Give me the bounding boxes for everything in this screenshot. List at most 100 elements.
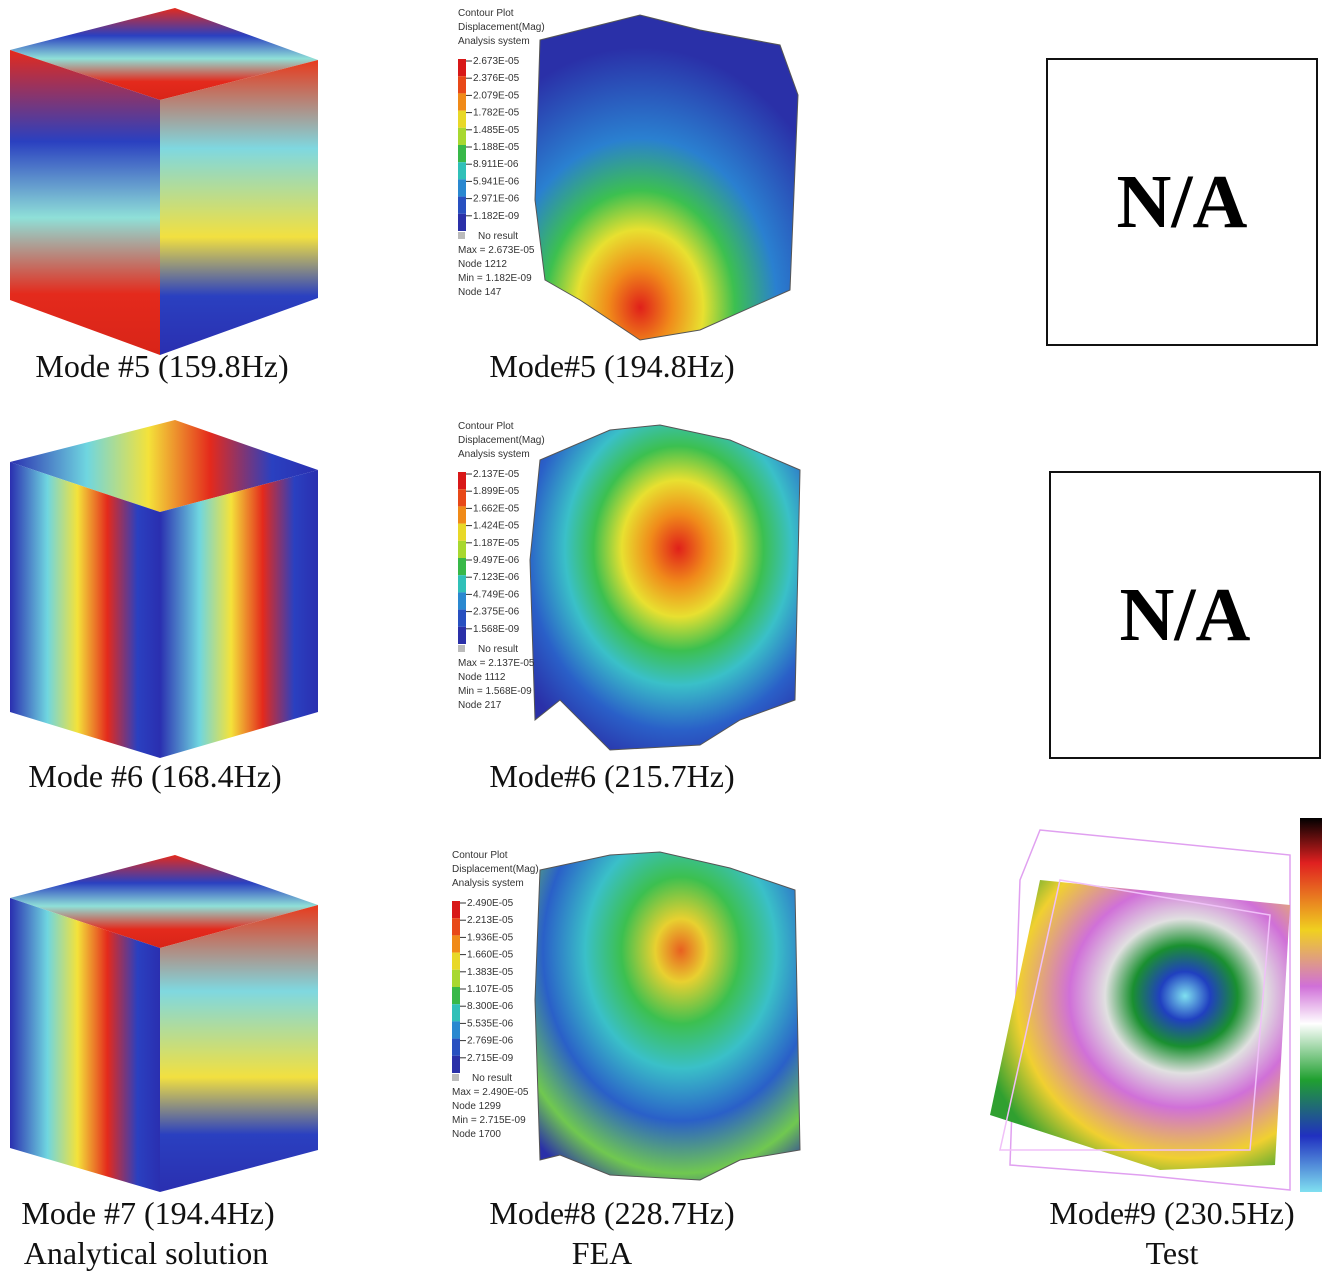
legend-swatch [458, 524, 466, 541]
legend-stat: Node 147 [458, 287, 502, 298]
legend-header: Analysis system [458, 449, 530, 460]
figure: Contour Plot Displacement(Mag) Analysis sy… [0, 0, 1324, 1274]
caption: Mode #7 (194.4Hz) [21, 1195, 274, 1232]
legend-level: 1.187E-05 [473, 538, 520, 549]
legend-level: 9.497E-06 [473, 555, 520, 566]
legend-level: 1.383E-05 [467, 967, 514, 978]
legend-stat: Min = 1.182E-09 [458, 273, 532, 284]
legend-level: 1.107E-05 [467, 984, 514, 995]
legend-level: 1.182E-09 [473, 211, 520, 222]
legend-swatch [458, 541, 466, 558]
legend-level: 1.660E-05 [467, 950, 514, 961]
legend-level: 2.673E-05 [473, 56, 520, 67]
legend-level: 2.375E-06 [473, 607, 520, 618]
legend-stat: Node 1112 [458, 672, 506, 683]
legend-level: 1.936E-05 [467, 932, 514, 943]
legend-swatch [452, 953, 460, 970]
legend-level: 2.715E-09 [467, 1053, 514, 1064]
legend-swatch [452, 935, 460, 952]
legend-swatch [458, 179, 466, 196]
legend-level: 5.941E-06 [473, 176, 520, 187]
legend-header: Analysis system [452, 878, 524, 889]
legend-level: 1.782E-05 [473, 108, 520, 119]
legend-stat: Min = 2.715E-09 [452, 1115, 526, 1126]
legend-level: 1.424E-05 [473, 521, 520, 532]
cube-mode7 [10, 855, 318, 1192]
legend-swatch [452, 1004, 460, 1021]
legend-swatch [458, 489, 466, 506]
legend-header: Contour Plot [458, 421, 514, 432]
legend-swatch [458, 59, 466, 76]
caption: Mode#6 (215.7Hz) [489, 758, 734, 795]
legend-stat: Max = 2.137E-05 [458, 658, 535, 669]
legend-header: Analysis system [458, 36, 530, 47]
legend-swatch [458, 627, 466, 644]
no-result: No result [472, 1073, 512, 1084]
legend-stat: Node 1700 [452, 1129, 501, 1140]
legend-level: 2.971E-06 [473, 194, 520, 205]
legend-swatch [458, 575, 466, 592]
legend-swatch [452, 1056, 460, 1073]
caption: Mode#5 (194.8Hz) [489, 348, 734, 385]
fea-shape [535, 852, 800, 1180]
legend-swatch [452, 918, 460, 935]
legend-level: 1.485E-05 [473, 125, 520, 136]
legend-level: 8.300E-06 [467, 1001, 514, 1012]
legend-stat: Max = 2.673E-05 [458, 245, 535, 256]
legend-header: Displacement(Mag) [458, 22, 545, 33]
legend-stat: Node 217 [458, 700, 502, 711]
legend-swatch [458, 592, 466, 609]
legend-level: 1.899E-05 [473, 486, 520, 497]
column-label: FEA [572, 1235, 632, 1272]
caption: Mode#8 (228.7Hz) [489, 1195, 734, 1232]
legend-stat: Node 1212 [458, 259, 507, 270]
legend-swatch [458, 197, 466, 214]
na-box: N/A [1049, 471, 1321, 759]
caption: Mode #6 (168.4Hz) [28, 758, 281, 795]
legend-swatch [458, 145, 466, 162]
legend-stat: Min = 1.568E-09 [458, 686, 532, 697]
legend-swatch [458, 128, 466, 145]
legend-swatch [458, 645, 465, 652]
legend-swatch [458, 506, 466, 523]
legend-level: 2.376E-05 [473, 73, 520, 84]
cube-mode5 [10, 8, 318, 355]
legend-level: 1.568E-09 [473, 624, 520, 635]
legend-swatch [458, 558, 466, 575]
legend-header: Contour Plot [452, 850, 508, 861]
legend-stat: Node 1299 [452, 1101, 501, 1112]
no-result: No result [478, 644, 518, 655]
legend-swatch [452, 1039, 460, 1056]
legend-level: 2.490E-05 [467, 898, 514, 909]
fea-shape [530, 425, 800, 750]
column-label: Analytical solution [24, 1235, 268, 1272]
legend-header: Contour Plot [458, 8, 514, 19]
legend-swatch [452, 1074, 459, 1081]
legend-swatch [458, 214, 466, 231]
legend-swatch [452, 1021, 460, 1038]
legend-swatch [458, 111, 466, 128]
legend-header: Displacement(Mag) [452, 864, 539, 875]
legend-swatch [452, 987, 460, 1004]
column-label: Test [1146, 1235, 1199, 1272]
legend-level: 2.769E-06 [467, 1036, 514, 1047]
legend-level: 2.079E-05 [473, 90, 520, 101]
legend-swatch [458, 93, 466, 110]
legend-swatch [458, 232, 465, 239]
legend-level: 5.535E-06 [467, 1018, 514, 1029]
test-plot [990, 818, 1322, 1192]
cube-mode6 [10, 420, 318, 758]
legend-swatch [452, 970, 460, 987]
legend-stat: Max = 2.490E-05 [452, 1087, 529, 1098]
legend-level: 1.188E-05 [473, 142, 520, 153]
legend-swatch [458, 610, 466, 627]
legend-swatch [452, 901, 460, 918]
caption: Mode #5 (159.8Hz) [35, 348, 288, 385]
na-box: N/A [1046, 58, 1318, 346]
legend-swatch [458, 472, 466, 489]
legend-level: 2.137E-05 [473, 469, 520, 480]
fea-shape [535, 15, 798, 340]
legend-level: 7.123E-06 [473, 572, 520, 583]
legend-header: Displacement(Mag) [458, 435, 545, 446]
legend-level: 2.213E-05 [467, 915, 514, 926]
